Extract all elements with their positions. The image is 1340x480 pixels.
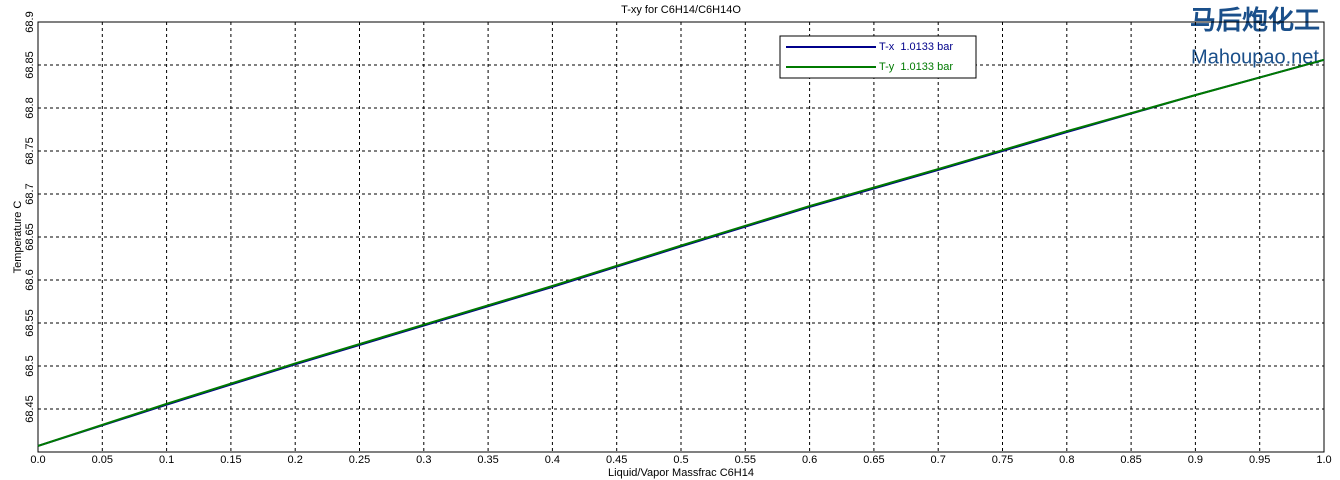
y-tick-label: 68.5 — [24, 355, 36, 376]
x-tick-label: 0.35 — [477, 454, 498, 466]
x-tick-label: 0.95 — [1249, 454, 1270, 466]
y-tick-label: 68.55 — [24, 309, 36, 337]
series-line — [37, 58, 1325, 447]
y-tick-label: 68.65 — [24, 223, 36, 251]
x-tick-label: 0.4 — [545, 454, 560, 466]
x-tick-label: 0.75 — [992, 454, 1013, 466]
x-tick-label: 0.15 — [220, 454, 241, 466]
x-tick-label: 0.9 — [1188, 454, 1203, 466]
x-tick-label: 1.0 — [1316, 454, 1331, 466]
x-tick-label: 0.5 — [673, 454, 688, 466]
y-tick-label: 68.75 — [24, 137, 36, 165]
y-tick-label: 68.6 — [24, 269, 36, 290]
x-tick-label: 0.65 — [863, 454, 884, 466]
watermark-site: Mahoupao.net — [1191, 46, 1319, 68]
y-tick-label: 68.85 — [24, 51, 36, 79]
x-tick-label: 0.7 — [931, 454, 946, 466]
legend-label: T-x 1.0133 bar — [879, 41, 953, 53]
x-tick-label: 0.6 — [802, 454, 817, 466]
x-tick-label: 0.05 — [92, 454, 113, 466]
x-tick-label: 0.2 — [288, 454, 303, 466]
x-axis-label: Liquid/Vapor Massfrac C6H14 — [608, 467, 754, 479]
x-tick-label: 0.45 — [606, 454, 627, 466]
x-tick-label: 0.25 — [349, 454, 370, 466]
x-tick-label: 0.0 — [30, 454, 45, 466]
x-tick-label: 0.8 — [1059, 454, 1074, 466]
y-tick-label: 68.45 — [24, 395, 36, 423]
legend-label: T-y 1.0133 bar — [879, 61, 953, 73]
x-tick-label: 0.85 — [1120, 454, 1141, 466]
x-tick-label: 0.3 — [416, 454, 431, 466]
y-axis-label: Temperature C — [12, 201, 24, 274]
x-tick-label: 0.55 — [735, 454, 756, 466]
y-tick-label: 68.7 — [24, 183, 36, 204]
y-tick-label: 68.8 — [24, 97, 36, 118]
chart-title: T-xy for C6H14/C6H14O — [621, 4, 741, 16]
x-tick-label: 0.1 — [159, 454, 174, 466]
y-tick-label: 68.9 — [24, 11, 36, 32]
plot-frame — [37, 21, 1325, 453]
watermark-logo: 马后炮化工 — [1190, 5, 1320, 35]
legend-box — [779, 35, 977, 79]
